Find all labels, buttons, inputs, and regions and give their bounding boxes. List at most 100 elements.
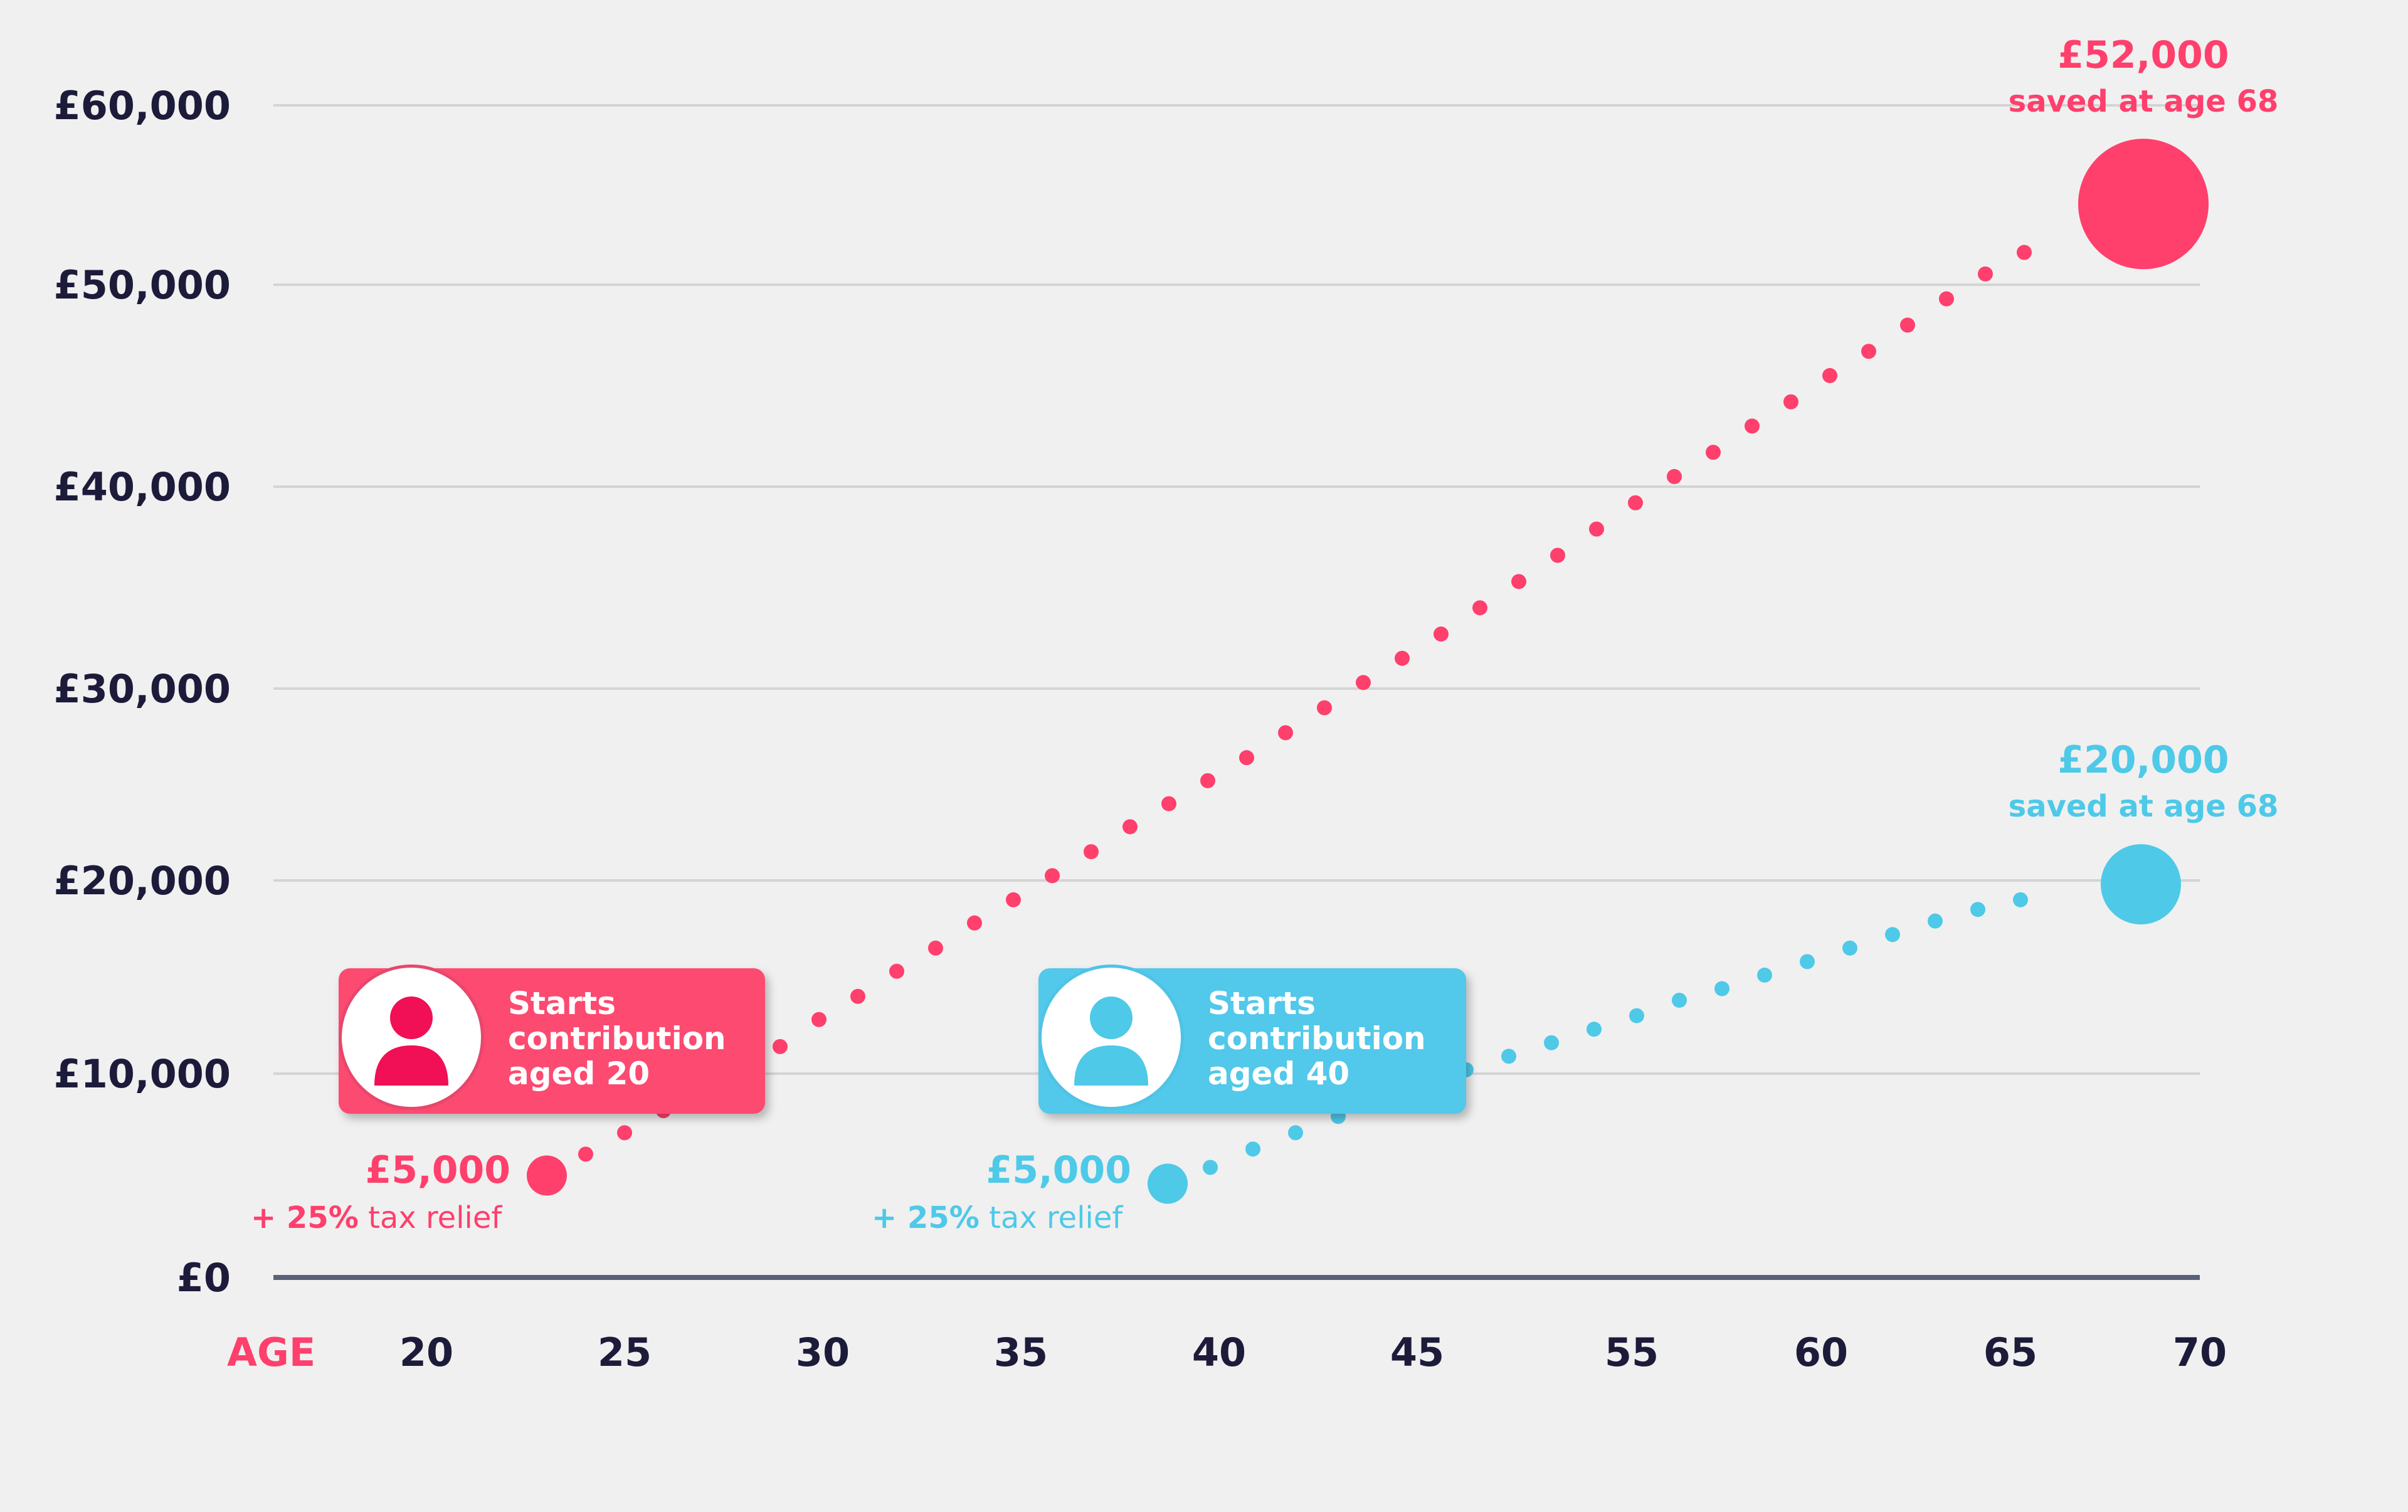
data-point (1511, 574, 1526, 589)
badge-line-3: aged 40 (1208, 1055, 1350, 1092)
data-point (1928, 913, 1943, 929)
blue-start-value: £5,000 (986, 1148, 1131, 1192)
data-point (1278, 725, 1293, 741)
data-point (1395, 650, 1410, 666)
data-point (1084, 844, 1099, 860)
x-tick-label: 30 (796, 1330, 850, 1375)
data-point (1245, 1141, 1260, 1157)
data-point (617, 1125, 632, 1141)
data-point (1544, 1035, 1559, 1050)
badge-line-2: contribution (508, 1020, 726, 1057)
data-point (811, 1012, 826, 1027)
blue-tax-bold: + 25% (872, 1200, 980, 1235)
y-axis-ticks: £0 £10,000 £20,000 £30,000 £40,000 £50,000 £60… (54, 83, 231, 1301)
blue-end-sub: saved at age 68 (2009, 789, 2279, 824)
data-point (1122, 819, 1138, 835)
data-point (928, 940, 943, 956)
badge-line-2: contribution (1208, 1020, 1426, 1057)
data-point (1939, 291, 1954, 307)
x-tick-label: 70 (2173, 1330, 2227, 1375)
blue-tax-relief: + 25% tax relief (872, 1200, 1123, 1235)
data-point (1757, 967, 1772, 983)
x-tick-label: 65 (1983, 1330, 2037, 1375)
data-point (1970, 902, 1985, 917)
data-point (1550, 547, 1565, 563)
data-point (1861, 344, 1876, 359)
badge-line-1: Starts (1208, 985, 1316, 1022)
data-point (1239, 750, 1254, 766)
data-point (578, 1146, 593, 1162)
data-point (2013, 892, 2028, 907)
data-point (1629, 1008, 1644, 1023)
y-tick-label: £10,000 (54, 1051, 231, 1097)
badge-starts-age-20: Starts contribution aged 20 (339, 965, 765, 1114)
pink-end-sub: saved at age 68 (2009, 84, 2279, 119)
x-axis-label: AGE (227, 1330, 315, 1375)
pink-tax-rest: tax relief (359, 1200, 503, 1235)
data-point (1288, 1125, 1303, 1141)
data-point (850, 988, 865, 1004)
y-tick-label: £20,000 (54, 858, 231, 904)
y-tick-label: £50,000 (54, 262, 231, 308)
end-point (2078, 139, 2209, 270)
x-tick-label: 25 (598, 1330, 652, 1375)
badge-text: Starts contribution aged 20 (508, 986, 726, 1091)
data-point (967, 915, 982, 931)
blue-end-value: £20,000 (2057, 738, 2229, 782)
data-point (1672, 992, 1687, 1008)
data-point (1745, 418, 1760, 434)
data-point (1885, 927, 1900, 943)
data-point (1203, 1160, 1218, 1175)
data-point (1842, 940, 1857, 956)
data-point (1587, 1022, 1602, 1037)
pink-start-value: £5,000 (365, 1148, 510, 1192)
pink-end-value: £52,000 (2057, 33, 2229, 77)
grid-lines (273, 104, 2200, 1075)
data-point (1783, 394, 1798, 410)
x-axis-ticks: 20 25 30 35 40 45 55 60 65 70 (399, 1330, 2227, 1375)
data-point (773, 1039, 788, 1054)
x-tick-label: 45 (1390, 1330, 1444, 1375)
data-point (1822, 367, 1837, 383)
x-tick-label: 55 (1605, 1330, 1659, 1375)
pink-tax-bold: + 25% (251, 1200, 359, 1235)
x-tick-label: 60 (1794, 1330, 1848, 1375)
data-point (1628, 495, 1643, 510)
data-point (1667, 468, 1682, 484)
data-point (2017, 245, 2032, 260)
data-point (1317, 700, 1332, 716)
data-point (1714, 981, 1729, 997)
start-point (1148, 1163, 1188, 1204)
y-tick-label: £30,000 (54, 666, 231, 712)
data-point (1161, 796, 1176, 812)
data-point (1900, 317, 1915, 333)
pink-tax-relief: + 25% tax relief (251, 1200, 502, 1235)
badge-text: Starts contribution aged 40 (1208, 986, 1426, 1091)
start-point (527, 1155, 567, 1196)
y-tick-label: £60,000 (54, 83, 231, 129)
data-point (1978, 266, 1993, 282)
badge-avatar-circle (339, 965, 484, 1110)
data-point (1045, 868, 1060, 884)
data-point (889, 963, 904, 979)
person-icon (374, 997, 448, 1086)
x-tick-label: 20 (399, 1330, 453, 1375)
y-tick-label: £0 (177, 1255, 231, 1301)
data-point (1200, 773, 1215, 788)
blue-tax-rest: tax relief (980, 1200, 1124, 1235)
y-tick-label: £40,000 (54, 464, 231, 510)
person-icon (1074, 997, 1148, 1086)
badge-line-1: Starts (508, 985, 616, 1022)
data-point (1434, 626, 1449, 642)
data-point (1706, 445, 1721, 460)
data-point (1589, 521, 1604, 537)
data-point (1800, 954, 1815, 970)
data-point (1006, 892, 1021, 907)
data-point (1472, 600, 1487, 616)
data-point (1356, 675, 1371, 690)
badge-avatar-circle (1038, 965, 1184, 1110)
data-point (1501, 1049, 1516, 1064)
end-point (2101, 844, 2181, 925)
x-tick-label: 40 (1192, 1330, 1246, 1375)
